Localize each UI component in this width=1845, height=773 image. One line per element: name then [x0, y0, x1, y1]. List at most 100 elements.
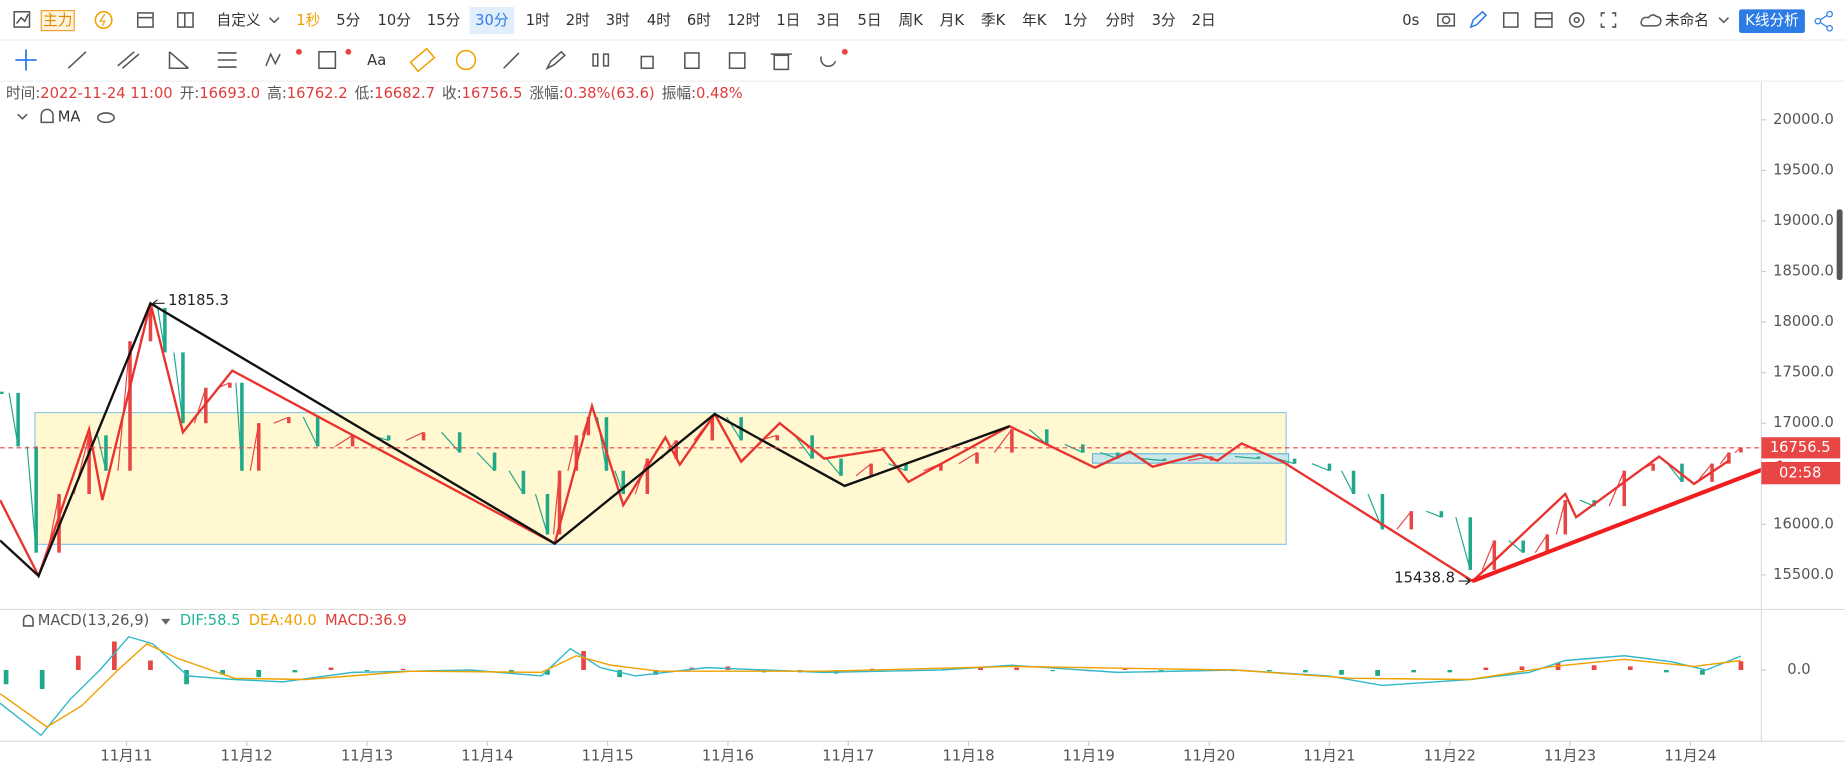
scrollbar[interactable]	[1836, 209, 1843, 281]
indicator-title[interactable]: MACD(13,26,9)	[38, 612, 150, 629]
candle	[1727, 452, 1731, 464]
wave-line	[0, 301, 1010, 578]
visibility-icon[interactable]	[96, 112, 115, 124]
line-tool[interactable]	[67, 51, 87, 69]
interval-button[interactable]: 2日	[1192, 12, 1216, 29]
custom-interval[interactable]: 自定义	[217, 12, 261, 29]
candle	[545, 493, 550, 535]
interval-button[interactable]: 10分	[378, 12, 412, 29]
layout-button[interactable]	[176, 12, 194, 28]
timer[interactable]: 0s	[1402, 12, 1419, 29]
channel-tool[interactable]	[117, 51, 140, 69]
interval-button[interactable]: 3时	[606, 12, 630, 29]
candle	[16, 392, 20, 447]
price-plot	[0, 301, 1743, 583]
fib-tool[interactable]	[217, 52, 237, 68]
camera-button[interactable]	[1437, 13, 1456, 27]
legend-label: DEA:40.0	[249, 612, 317, 629]
indicator-name[interactable]: MA	[58, 109, 81, 126]
interval-button[interactable]: 4时	[647, 12, 671, 29]
template-button[interactable]	[1534, 12, 1553, 28]
crosshair-tool[interactable]	[15, 49, 37, 71]
candle	[228, 382, 232, 388]
interval-button[interactable]: 2时	[566, 12, 590, 29]
fullscreen-button[interactable]	[1600, 12, 1617, 28]
histogram-bar	[1050, 669, 1056, 672]
analysis-button[interactable]: K线分析	[1745, 12, 1799, 29]
candle	[181, 352, 185, 424]
candle	[939, 463, 943, 471]
interval-button[interactable]: 分时	[1105, 12, 1135, 29]
ruler-tool[interactable]	[409, 47, 436, 73]
main-button[interactable]: 主力	[43, 12, 72, 29]
text-tool[interactable]: Aa	[367, 52, 386, 69]
analysis-button-bg[interactable]	[1739, 9, 1805, 33]
collapse-arrow[interactable]	[17, 113, 28, 120]
candle	[1563, 500, 1568, 535]
candle-tool[interactable]	[592, 53, 610, 67]
interval-button[interactable]: 1秒	[296, 12, 320, 29]
histogram-bar	[1447, 669, 1453, 673]
copy-tool[interactable]	[684, 52, 700, 70]
countdown-tag	[1761, 461, 1841, 485]
flash-button[interactable]	[94, 11, 113, 30]
share-button[interactable]	[1814, 10, 1833, 32]
trend-line	[1471, 460, 1783, 584]
interval-button[interactable]: 年K	[1022, 12, 1047, 29]
price-pane: 18185.3 15438.8	[0, 292, 1783, 587]
x-tick-label: 11月11	[100, 748, 152, 765]
histogram-bar	[1266, 669, 1272, 672]
pen-button[interactable]	[1469, 10, 1488, 29]
interval-button[interactable]: 1日	[776, 12, 800, 29]
interval-button[interactable]: 1分	[1063, 12, 1087, 29]
interval-button[interactable]: 5分	[336, 12, 360, 29]
candle	[1622, 470, 1627, 507]
legend-label: MACD:36.9	[325, 612, 407, 629]
candle	[839, 458, 843, 476]
interval-button[interactable]: 5日	[858, 12, 882, 29]
info-label: 振幅:	[662, 85, 696, 102]
magnet-tool[interactable]	[820, 48, 848, 67]
candle	[1545, 534, 1550, 553]
screen-button[interactable]	[1502, 12, 1519, 28]
brush-tool[interactable]	[503, 52, 520, 69]
candle	[386, 435, 391, 441]
histogram-bar	[292, 669, 298, 673]
angle-tool[interactable]	[168, 51, 189, 70]
calendar-button[interactable]	[136, 12, 154, 28]
interval-button[interactable]: 月K	[940, 12, 965, 29]
legend-label: DIF:58.5	[180, 612, 241, 629]
histogram-bar	[3, 669, 9, 685]
candle-wick	[855, 463, 872, 477]
measure-tool[interactable]	[455, 49, 477, 71]
settings-button[interactable]	[1568, 12, 1585, 28]
interval-button[interactable]: 15分	[427, 12, 461, 29]
wave-tool[interactable]	[265, 48, 302, 67]
lock-tool[interactable]	[640, 55, 654, 70]
delete-tool[interactable]	[770, 53, 792, 71]
histogram-bar	[1591, 665, 1597, 670]
edit-tool[interactable]	[728, 52, 746, 70]
histogram-bar	[256, 669, 262, 678]
chart-type-button[interactable]	[13, 11, 31, 28]
interval-button[interactable]: 12时	[727, 12, 761, 29]
interval-button[interactable]: 周K	[899, 12, 924, 29]
alert-icon[interactable]	[22, 614, 34, 627]
histogram-bar	[581, 651, 586, 670]
interval-button[interactable]: 3分	[1152, 12, 1176, 29]
interval-button[interactable]: 1时	[526, 12, 550, 29]
pencil-tool[interactable]	[545, 50, 566, 70]
candle	[315, 417, 320, 447]
interval-button[interactable]: 30分	[475, 12, 509, 29]
info-value: 16762.2	[287, 85, 348, 102]
alert-icon[interactable]	[40, 108, 54, 124]
histogram-bar	[75, 655, 81, 670]
layout-name[interactable]: 未命名	[1665, 11, 1709, 29]
candle-wick	[1481, 540, 1495, 571]
shape-tool[interactable]	[318, 48, 352, 70]
interval-button[interactable]: 6时	[687, 12, 711, 29]
interval-button[interactable]: 3日	[816, 12, 840, 29]
interval-button[interactable]: 季K	[981, 12, 1006, 29]
main-button-bg[interactable]	[40, 10, 75, 32]
